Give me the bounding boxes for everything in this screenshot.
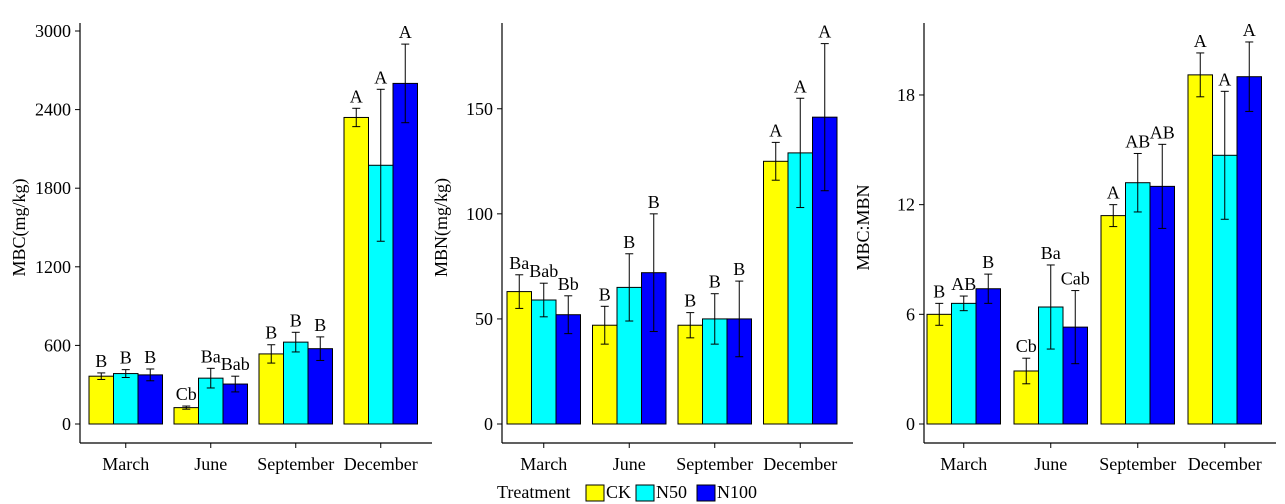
y-tick-label: 50: [475, 309, 493, 329]
significance-label: Bb: [558, 274, 579, 294]
bar-ck: [926, 313, 952, 425]
x-tick-label: June: [613, 454, 646, 474]
significance-label: B: [733, 259, 745, 279]
bar-n50: [113, 373, 139, 425]
bar-ck: [88, 375, 114, 425]
x-tick-label: June: [194, 454, 227, 474]
significance-label: A: [794, 76, 807, 96]
bar-ck: [343, 116, 369, 425]
y-tick-label: 1200: [35, 257, 71, 277]
significance-label: Ba: [201, 346, 221, 366]
significance-label: A: [1107, 183, 1120, 203]
legend-swatch-n50: [635, 484, 655, 502]
significance-label: A: [818, 22, 831, 42]
bar-ck: [677, 324, 703, 425]
bar-ck: [173, 407, 199, 425]
significance-label: Bab: [529, 261, 558, 281]
bar-n100: [1236, 76, 1262, 425]
significance-label: Ba: [509, 253, 529, 273]
bar-ck: [1100, 215, 1126, 425]
bar-ck: [763, 160, 789, 425]
bar-n100: [137, 374, 163, 425]
significance-label: Cb: [1016, 336, 1037, 356]
significance-label: B: [290, 310, 302, 330]
x-tick-label: December: [344, 454, 418, 474]
significance-label: B: [684, 291, 696, 311]
legend-label-n50: N50: [656, 482, 687, 502]
significance-label: B: [982, 252, 994, 272]
significance-label: B: [709, 272, 721, 292]
significance-label: B: [623, 232, 635, 252]
bar-n50: [951, 302, 977, 425]
significance-label: Cab: [1061, 269, 1090, 289]
y-tick-label: 0: [484, 414, 493, 434]
significance-label: A: [399, 22, 412, 42]
significance-label: AB: [1150, 122, 1175, 142]
bar-n100: [975, 288, 1001, 425]
significance-label: B: [314, 315, 326, 335]
significance-label: B: [933, 281, 945, 301]
y-tick-label: 150: [466, 99, 493, 119]
legend-swatch-ck: [585, 484, 605, 502]
bar-ck: [1187, 74, 1213, 425]
significance-label: AB: [951, 274, 976, 294]
x-tick-label: March: [940, 454, 987, 474]
x-tick-label: September: [1099, 454, 1176, 474]
significance-label: A: [769, 120, 782, 140]
significance-label: Ba: [1041, 243, 1061, 263]
y-axis-label: MBN(mg/kg): [431, 178, 452, 277]
y-tick-label: 0: [62, 414, 71, 434]
legend: Treatment CK N50 N100: [497, 482, 757, 502]
y-tick-label: 100: [466, 204, 493, 224]
significance-label: B: [95, 351, 107, 371]
bar-ck: [506, 291, 532, 425]
significance-label: A: [1218, 69, 1231, 89]
significance-label: A: [1243, 20, 1256, 40]
significance-label: B: [265, 323, 277, 343]
bar-n50: [283, 341, 309, 425]
significance-label: B: [120, 348, 132, 368]
significance-label: Bab: [221, 354, 250, 374]
significance-label: B: [144, 347, 156, 367]
bar-n50: [531, 299, 557, 425]
y-tick-label: 1800: [35, 178, 71, 198]
x-tick-label: September: [676, 454, 753, 474]
legend-swatch-n100: [696, 484, 716, 502]
significance-label: A: [374, 67, 387, 87]
x-tick-label: December: [1188, 454, 1262, 474]
bar-n100: [392, 82, 418, 425]
significance-label: Cb: [176, 384, 197, 404]
x-tick-label: September: [257, 454, 334, 474]
x-tick-label: March: [520, 454, 567, 474]
legend-title: Treatment: [497, 482, 570, 502]
y-tick-label: 2400: [35, 100, 71, 120]
bar-n100: [307, 348, 333, 425]
y-tick-label: 12: [897, 195, 915, 215]
significance-label: A: [350, 86, 363, 106]
significance-label: B: [599, 284, 611, 304]
y-axis-label: MBC(mg/kg): [9, 178, 30, 276]
y-tick-label: 0: [906, 414, 915, 434]
significance-label: AB: [1125, 131, 1150, 151]
legend-label-n100: N100: [717, 482, 757, 502]
legend-label-ck: CK: [606, 482, 631, 502]
y-tick-label: 6: [906, 304, 915, 324]
x-tick-label: December: [763, 454, 837, 474]
y-tick-label: 600: [44, 335, 71, 355]
significance-label: B: [648, 192, 660, 212]
y-tick-label: 3000: [35, 21, 71, 41]
y-axis-label: MBC:MBN: [853, 184, 873, 270]
x-tick-label: June: [1034, 454, 1067, 474]
bar-ck: [258, 353, 284, 425]
significance-label: A: [1194, 31, 1207, 51]
x-tick-label: March: [102, 454, 149, 474]
bar-n50: [1125, 182, 1151, 425]
y-tick-label: 18: [897, 85, 915, 105]
